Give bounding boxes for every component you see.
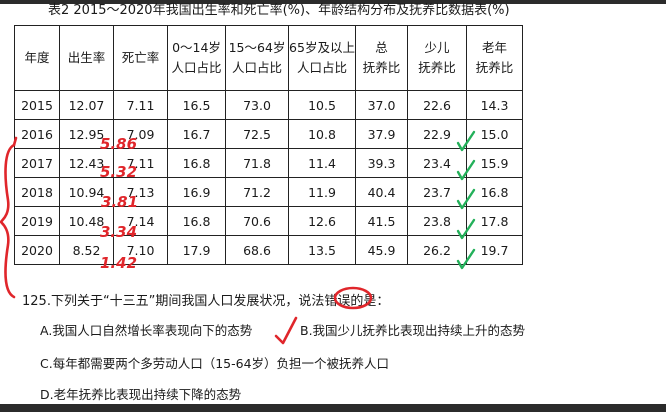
table-cell: 22.6 (407, 90, 467, 120)
table-cell: 39.3 (355, 148, 408, 178)
red-check-mark (274, 316, 298, 345)
table-cell: 71.8 (225, 148, 289, 178)
table-cell: 23.7 (407, 177, 467, 207)
table-cell: 71.2 (225, 177, 289, 207)
data-table: 年度 出生率 死亡率 0～14岁 人口占比 15～64岁 人口占比 65岁及以上 人口… (14, 25, 523, 265)
table-cell: 16.8 (466, 177, 523, 207)
header-child-dependency: 少儿 抚养比 (407, 25, 467, 91)
table-cell: 16.8 (167, 148, 226, 178)
table-cell: 15.0 (466, 119, 523, 149)
table-row: 2017 12.43 7.11 16.8 71.8 11.4 39.3 23.4… (14, 148, 523, 178)
table-cell: 73.0 (225, 90, 289, 120)
option-a[interactable]: A.我国人口自然增长率表现向下的态势 (40, 323, 253, 338)
table-cell: 11.9 (288, 177, 356, 207)
table-cell: 10.48 (59, 206, 114, 236)
header-elderly-dependency: 老年 抚养比 (466, 25, 523, 91)
table-cell: 16.5 (167, 90, 226, 120)
window-bottom-edge (0, 404, 666, 412)
table-header-row: 年度 出生率 死亡率 0～14岁 人口占比 15～64岁 人口占比 65岁及以上 人口… (14, 25, 523, 91)
table-cell: 2016 (14, 119, 60, 149)
table-cell: 17.8 (466, 206, 523, 236)
table-cell: 2018 (14, 177, 60, 207)
table-cell: 2019 (14, 206, 60, 236)
table-cell: 16.9 (167, 177, 226, 207)
table-cell: 7.13 (113, 177, 168, 207)
table-cell: 7.10 (113, 235, 168, 265)
table-cell: 12.07 (59, 90, 114, 120)
table-cell: 7.11 (113, 90, 168, 120)
window-top-edge (0, 0, 666, 4)
table-row: 2020 8.52 7.10 17.9 68.6 13.5 45.9 26.2 … (14, 235, 523, 265)
table-row: 2018 10.94 7.13 16.9 71.2 11.9 40.4 23.7… (14, 177, 523, 207)
table-row: 2016 12.95 7.09 16.7 72.5 10.8 37.9 22.9… (14, 119, 523, 149)
table-cell: 10.94 (59, 177, 114, 207)
table-cell: 22.9 (407, 119, 467, 149)
header-age-15-64: 15～64岁 人口占比 (225, 25, 289, 91)
table-cell: 70.6 (225, 206, 289, 236)
table-cell: 23.4 (407, 148, 467, 178)
question-stem: 125.下列关于“十三五”期间我国人口发展状况，说法错误的是： (22, 294, 390, 309)
table-cell: 12.95 (59, 119, 114, 149)
table-cell: 23.8 (407, 206, 467, 236)
table-cell: 17.9 (167, 235, 226, 265)
table-cell: 2015 (14, 90, 60, 120)
table-cell: 7.11 (113, 148, 168, 178)
table-cell: 14.3 (466, 90, 523, 120)
table-cell: 7.14 (113, 206, 168, 236)
table-cell: 41.5 (355, 206, 408, 236)
table-cell: 10.8 (288, 119, 356, 149)
table-cell: 37.0 (355, 90, 408, 120)
table-cell: 68.6 (225, 235, 289, 265)
table-cell: 16.8 (167, 206, 226, 236)
table-cell: 8.52 (59, 235, 114, 265)
header-birth-rate: 出生率 (59, 25, 114, 91)
header-year: 年度 (14, 25, 60, 91)
option-d[interactable]: D.老年抚养比表现出持续下降的态势 (40, 387, 242, 402)
table-row: 2019 10.48 7.14 16.8 70.6 12.6 41.5 23.8… (14, 206, 523, 236)
header-age-0-14: 0～14岁 人口占比 (167, 25, 226, 91)
table-cell: 12.6 (288, 206, 356, 236)
option-b[interactable]: B.我国少儿抚养比表现出持续上升的态势 (300, 323, 526, 338)
table-cell: 7.09 (113, 119, 168, 149)
table-cell: 10.5 (288, 90, 356, 120)
table-cell: 37.9 (355, 119, 408, 149)
table-row: 2015 12.07 7.11 16.5 73.0 10.5 37.0 22.6… (14, 90, 523, 120)
table-cell: 15.9 (466, 148, 523, 178)
table-cell: 19.7 (466, 235, 523, 265)
table-cell: 40.4 (355, 177, 408, 207)
table-cell: 13.5 (288, 235, 356, 265)
table-cell: 12.43 (59, 148, 114, 178)
table-cell: 2020 (14, 235, 60, 265)
table-cell: 11.4 (288, 148, 356, 178)
table-title: 表2 2015～2020年我国出生率和死亡率(%)、年龄结构分布及抚养比数据表(… (48, 3, 510, 18)
table-cell: 16.7 (167, 119, 226, 149)
table-cell: 2017 (14, 148, 60, 178)
table-cell: 45.9 (355, 235, 408, 265)
header-death-rate: 死亡率 (113, 25, 168, 91)
option-c[interactable]: C.每年都需要两个多劳动人口（15-64岁）负担一个被抚养人口 (40, 356, 390, 371)
left-brace-mark (0, 143, 16, 299)
header-age-65-plus: 65岁及以上 人口占比 (288, 25, 356, 91)
header-total-dependency: 总抚养比 (355, 25, 408, 91)
table-cell: 26.2 (407, 235, 467, 265)
table-cell: 72.5 (225, 119, 289, 149)
